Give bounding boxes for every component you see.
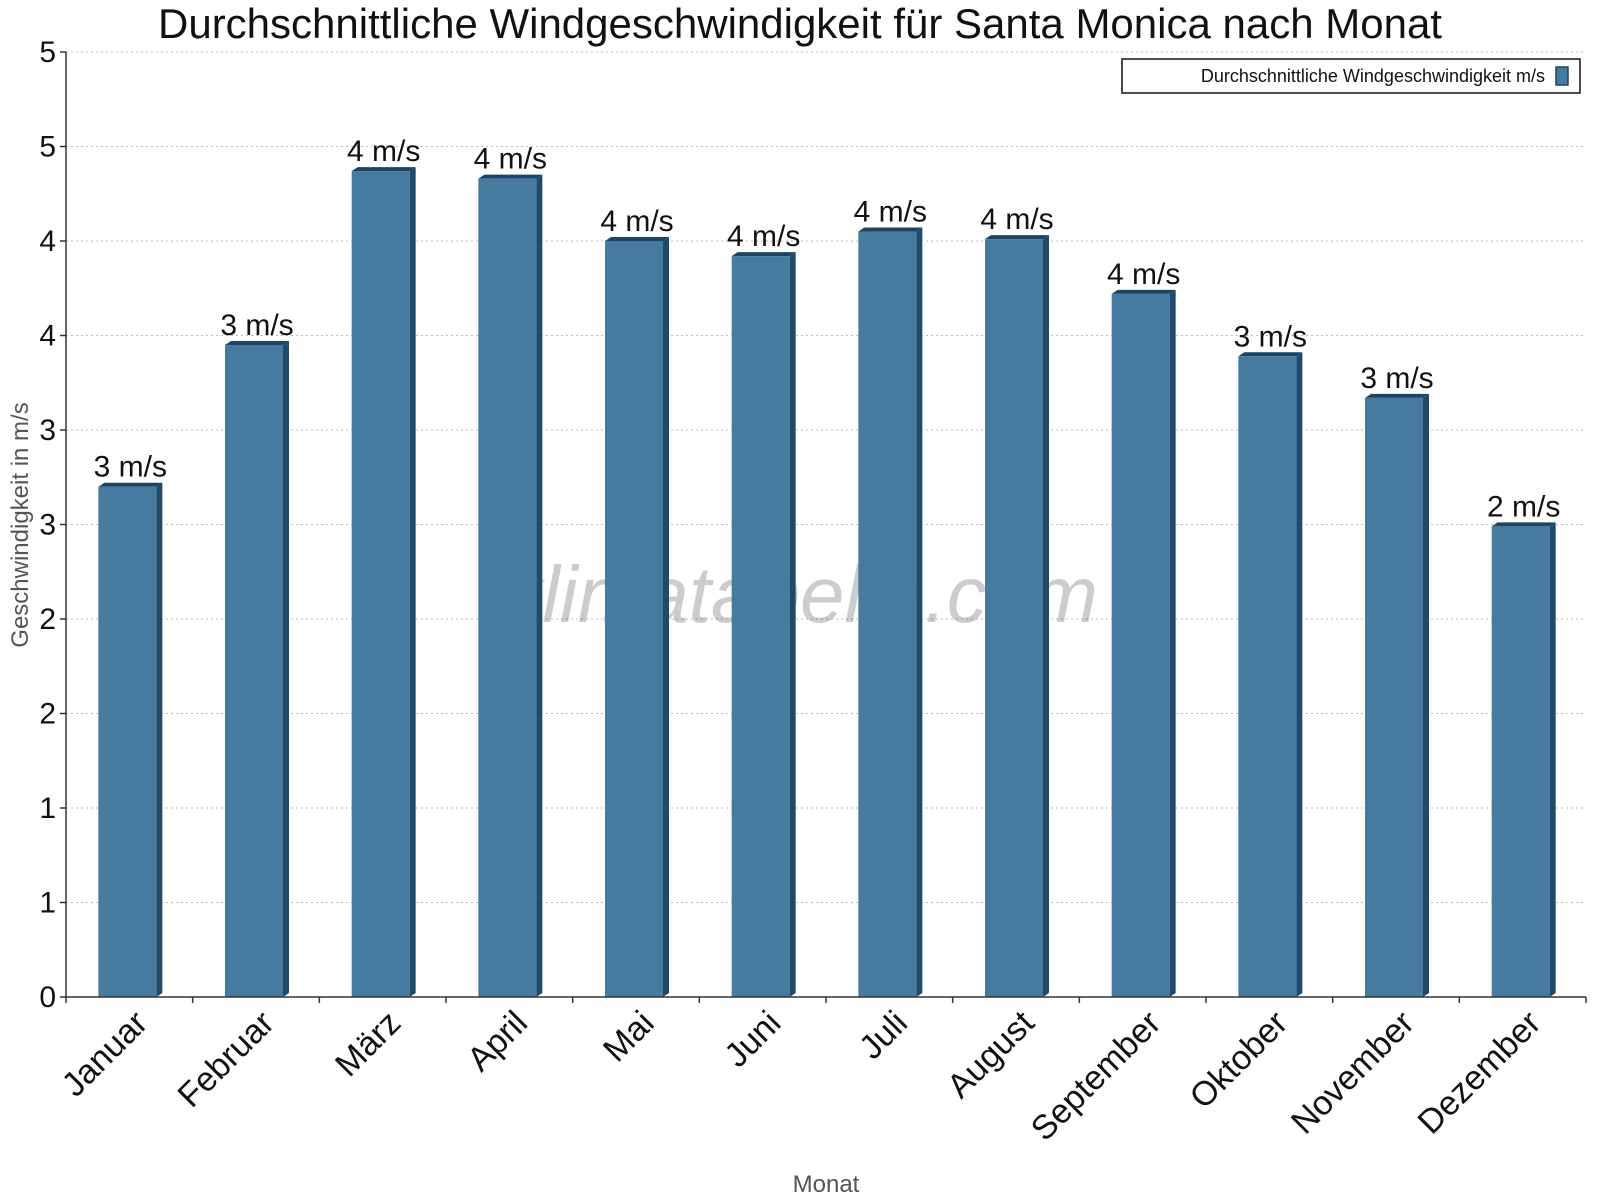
data-label: 3 m/s [1234, 320, 1307, 353]
bar-front [985, 239, 1043, 998]
y-tick-label: 2 [39, 603, 56, 636]
bar-side [283, 340, 289, 997]
data-label: 2 m/s [1487, 490, 1560, 523]
data-label: 4 m/s [474, 143, 547, 176]
bar-side [156, 482, 163, 997]
bar-front [1238, 356, 1297, 997]
x-axis-ticks: Januar Februar März April Mai Juni Juli AugustS… [55, 997, 1587, 1148]
bar-top [478, 174, 543, 179]
bar-side [1043, 235, 1049, 998]
legend-box [1121, 58, 1581, 94]
bar-side [916, 227, 923, 998]
bar-front [605, 241, 663, 997]
grid-lines [66, 51, 1586, 903]
bar-juni: 4 m/s [727, 220, 800, 997]
data-label: 3 m/s [1360, 362, 1433, 395]
y-tick-label: 0 [39, 981, 56, 1014]
x-tick-label: September [1024, 1004, 1168, 1148]
y-tick-label: 3 [39, 414, 56, 447]
bar-front [225, 344, 283, 997]
data-label: 4 m/s [980, 203, 1053, 236]
bar-märz: 4 m/s [347, 135, 420, 997]
x-tick-label: Mai [596, 1004, 662, 1070]
bar-side [789, 252, 796, 997]
data-label: 4 m/s [727, 220, 800, 253]
bar-januar: 3 m/s [94, 451, 167, 997]
data-label: 4 m/s [1107, 258, 1180, 291]
bar-top [858, 227, 923, 232]
bar-september: 4 m/s [1107, 258, 1180, 997]
bar-front [98, 486, 157, 997]
legend-swatch [1555, 66, 1569, 86]
x-tick-label: März [328, 1004, 408, 1084]
legend: Durchschnittliche Windgeschwindigkeit m/… [1121, 58, 1581, 94]
bar-side [663, 237, 669, 997]
bar-top [1365, 393, 1429, 398]
bar-top [225, 340, 289, 345]
data-label: 3 m/s [220, 309, 293, 342]
bar-front [858, 231, 917, 998]
bar-februar: 3 m/s [220, 309, 294, 997]
data-label: 4 m/s [347, 135, 420, 168]
bar-side [1169, 289, 1176, 997]
bar-top [1238, 352, 1303, 357]
x-tick-label: Oktober [1183, 1004, 1295, 1116]
bar-side [1549, 522, 1556, 997]
chart-title: Durchschnittliche Windgeschwindigkeit fü… [158, 0, 1442, 47]
x-tick-label: Juni [717, 1004, 788, 1075]
y-axis-ticks: 0 1 1 2 2 3 3 4 4 5 5 [39, 36, 66, 1014]
bar-side [536, 174, 543, 997]
bar-top [351, 167, 416, 172]
bar-top [985, 235, 1049, 240]
data-label: 3 m/s [94, 451, 167, 484]
x-tick-label: Dezember [1411, 1004, 1549, 1142]
bar-april: 4 m/s [474, 143, 547, 997]
bar-series: 3 m/s 3 m/s 4 m/s 4 m/s 4 m/s 4 m/s 4 m/s 4 m/s… [94, 135, 1560, 998]
bar-side [1423, 393, 1429, 997]
bar-top [1111, 289, 1176, 294]
bar-august: 4 m/s [980, 203, 1054, 998]
data-label: 4 m/s [600, 205, 673, 238]
y-tick-label: 5 [39, 36, 56, 69]
bar-top [605, 237, 669, 241]
bar-front [351, 171, 410, 997]
x-tick-label: Juli [852, 1004, 915, 1067]
y-tick-label: 3 [39, 509, 56, 542]
bar-front [731, 256, 790, 997]
y-axis-label: Geschwindigkeit in m/s [7, 402, 34, 647]
x-axis-label: Monat [793, 1171, 860, 1198]
x-tick-label: August [940, 1003, 1042, 1105]
y-tick-label: 4 [39, 320, 56, 353]
x-tick-label: April [460, 1004, 535, 1079]
x-tick-label: Januar [55, 1004, 155, 1104]
y-tick-label: 2 [39, 698, 56, 731]
bar-oktober: 3 m/s [1234, 320, 1307, 997]
bar-november: 3 m/s [1360, 362, 1434, 997]
bar-front [478, 178, 537, 997]
bar-front [1491, 526, 1550, 997]
bar-top [731, 252, 796, 257]
bar-front [1365, 397, 1423, 997]
y-tick-label: 1 [39, 792, 56, 825]
x-tick-label: Februar [171, 1004, 282, 1115]
y-tick-label: 1 [39, 887, 56, 920]
bar-mai: 4 m/s [600, 205, 674, 997]
legend-entry-label: Durchschnittliche Windgeschwindigkeit m/… [1201, 66, 1545, 86]
bar-side [409, 167, 416, 997]
bar-top [1491, 522, 1556, 527]
bar-juli: 4 m/s [854, 196, 927, 998]
y-tick-label: 4 [39, 225, 56, 258]
bar-top [98, 482, 163, 487]
bar-front [1111, 293, 1170, 997]
bar-dezember: 2 m/s [1487, 490, 1560, 997]
bar-side [1296, 352, 1303, 997]
y-tick-label: 5 [39, 131, 56, 164]
data-label: 4 m/s [854, 196, 927, 229]
x-tick-label: November [1284, 1004, 1422, 1142]
